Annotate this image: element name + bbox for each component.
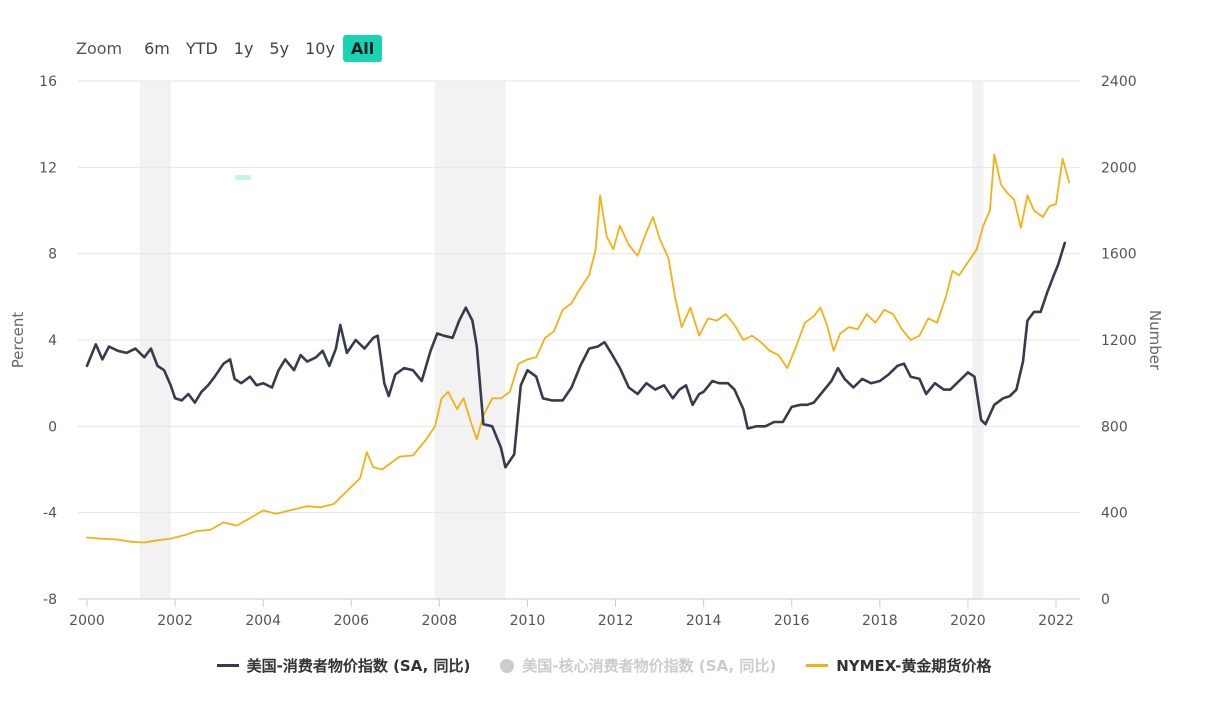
chart-area: 2000 2002 2004 2006 2008 2010 2012 2014 2016 2018… <box>9 74 1164 629</box>
right-tick-label: 400 <box>1101 506 1128 522</box>
zoom-bar: Zoom 6m YTD 1y 5y 10y All <box>76 33 383 63</box>
x-tick-label: 2006 <box>333 613 369 629</box>
left-axis: -8 -4 0 4 8 12 16 <box>39 74 57 608</box>
series-line-gold <box>86 153 1071 544</box>
legend-label-cpi: 美国-消费者物价指数 (SA, 同比) <box>246 657 471 675</box>
zoom-button-10y[interactable]: 10y <box>305 38 335 58</box>
legend-label-gold: NYMEX-黄金期货价格 <box>836 657 992 675</box>
left-tick-label: -8 <box>43 592 57 608</box>
x-tick-label: 2002 <box>157 613 193 629</box>
left-tick-label: 4 <box>48 333 57 349</box>
grid-lines <box>78 80 1080 600</box>
legend-item-gold[interactable]: NYMEX-黄金期货价格 <box>806 655 991 676</box>
x-tick-label: 2012 <box>598 613 634 629</box>
left-tick-label: 8 <box>48 247 57 263</box>
series-line-cpi <box>85 241 1067 469</box>
left-tick-label: -4 <box>43 506 57 522</box>
right-tick-label: 800 <box>1101 419 1128 435</box>
left-tick-label: 16 <box>39 74 57 90</box>
zoom-button-1y[interactable]: 1y <box>233 38 254 58</box>
zoom-button-6m[interactable]: 6m <box>144 38 170 58</box>
x-tick-label: 2008 <box>422 613 458 629</box>
zoom-label: Zoom <box>76 38 123 58</box>
right-axis: 0 400 800 1200 1600 2000 2400 <box>1101 74 1137 608</box>
right-tick-label: 2400 <box>1101 74 1137 90</box>
zoom-button-ytd[interactable]: YTD <box>185 38 218 58</box>
right-tick-label: 2000 <box>1101 160 1137 176</box>
left-axis-title: Percent <box>9 312 27 369</box>
series-lines <box>85 153 1071 544</box>
x-tick-label: 2018 <box>862 613 898 629</box>
right-axis-title: Number <box>1146 310 1164 371</box>
legend-swatch-gold <box>806 664 829 667</box>
x-axis: 2000 2002 2004 2006 2008 2010 2012 2014 2016 2018… <box>69 598 1080 629</box>
navigator-handle[interactable] <box>235 175 251 180</box>
legend-item-core-cpi[interactable]: 美国-核心消费者物价指数 (SA, 同比) <box>500 655 776 676</box>
left-tick-label: 12 <box>39 160 57 176</box>
right-tick-label: 0 <box>1101 592 1110 608</box>
x-tick-label: 2000 <box>69 613 105 629</box>
zoom-button-5y[interactable]: 5y <box>269 38 290 58</box>
x-tick-label: 2016 <box>774 613 810 629</box>
right-tick-label: 1200 <box>1101 333 1137 349</box>
right-tick-label: 1600 <box>1101 247 1137 263</box>
zoom-button-all[interactable]: All <box>342 34 383 62</box>
legend-swatch-cpi <box>216 664 239 667</box>
left-tick-label: 0 <box>48 419 57 435</box>
x-tick-label: 2014 <box>686 613 722 629</box>
legend-item-cpi[interactable]: 美国-消费者物价指数 (SA, 同比) <box>216 655 471 676</box>
legend-label-core-cpi: 美国-核心消费者物价指数 (SA, 同比) <box>522 657 777 675</box>
x-tick-label: 2004 <box>245 613 281 629</box>
legend-swatch-core-cpi <box>500 658 515 673</box>
x-tick-label: 2010 <box>510 613 546 629</box>
legend: 美国-消费者物价指数 (SA, 同比) 美国-核心消费者物价指数 (SA, 同比… <box>0 655 1208 676</box>
x-tick-label: 2020 <box>950 613 986 629</box>
x-tick-label: 2022 <box>1038 613 1074 629</box>
